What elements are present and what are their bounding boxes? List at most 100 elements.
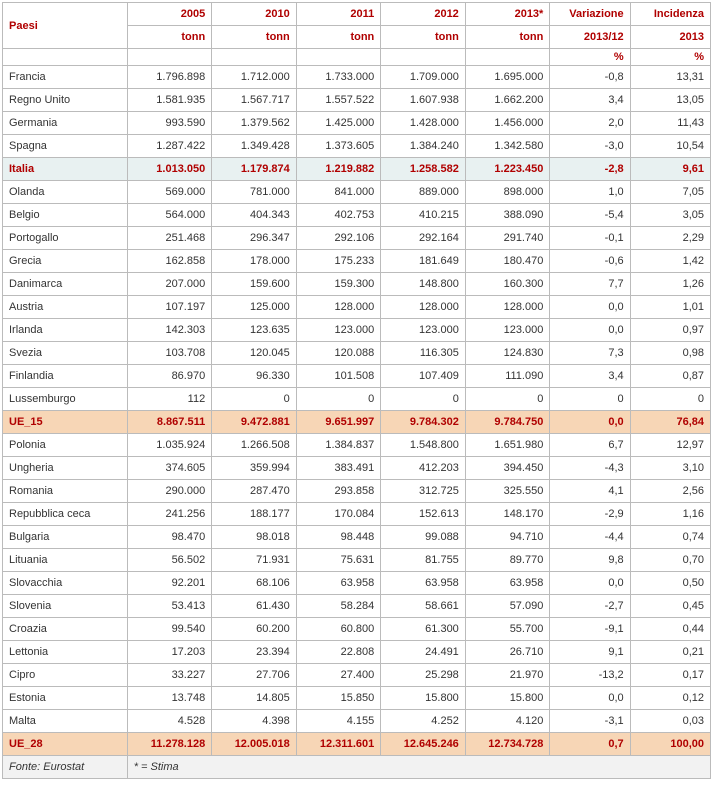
cell-value: 63.958 (381, 572, 466, 595)
row-name: Cipro (3, 664, 128, 687)
cell-value: 1.258.582 (381, 158, 466, 181)
table-row: Irlanda142.303123.635123.000123.000123.0… (3, 319, 711, 342)
cell-value: 96.330 (212, 365, 297, 388)
cell-incidenza: 1,42 (630, 250, 710, 273)
row-name: Ungheria (3, 457, 128, 480)
cell-value: 9.784.302 (381, 411, 466, 434)
cell-incidenza: 13,31 (630, 66, 710, 89)
table-row: Portogallo251.468296.347292.106292.16429… (3, 227, 711, 250)
cell-value: 61.300 (381, 618, 466, 641)
cell-variazione: 7,3 (550, 342, 630, 365)
cell-value: 12.311.601 (296, 733, 381, 756)
header-incidenza-sub: 2013 (630, 26, 710, 49)
cell-value: 125.000 (212, 296, 297, 319)
cell-value: 383.491 (296, 457, 381, 480)
row-name: Lituania (3, 549, 128, 572)
cell-incidenza: 0,50 (630, 572, 710, 595)
cell-variazione: -0,1 (550, 227, 630, 250)
cell-value: 0 (465, 388, 550, 411)
cell-value: 1.219.882 (296, 158, 381, 181)
cell-value: 68.106 (212, 572, 297, 595)
cell-value: 410.215 (381, 204, 466, 227)
table-row: Estonia13.74814.80515.85015.80015.8000,0… (3, 687, 711, 710)
table-row: Lussemburgo112000000 (3, 388, 711, 411)
cell-value: 1.384.837 (296, 434, 381, 457)
cell-value: 107.409 (381, 365, 466, 388)
cell-incidenza: 0,97 (630, 319, 710, 342)
cell-value: 120.088 (296, 342, 381, 365)
cell-value: 0 (296, 388, 381, 411)
row-name: Bulgaria (3, 526, 128, 549)
cell-value: 1.425.000 (296, 112, 381, 135)
cell-variazione: -3,1 (550, 710, 630, 733)
cell-variazione: 0,0 (550, 411, 630, 434)
header-paesi: Paesi (3, 3, 128, 49)
cell-variazione: -3,0 (550, 135, 630, 158)
cell-incidenza: 0,44 (630, 618, 710, 641)
header-blank (3, 49, 128, 66)
cell-variazione: -2,8 (550, 158, 630, 181)
cell-value: 23.394 (212, 641, 297, 664)
cell-value: 291.740 (465, 227, 550, 250)
row-name: Finlandia (3, 365, 128, 388)
cell-value: 394.450 (465, 457, 550, 480)
row-name: Italia (3, 158, 128, 181)
cell-value: 21.970 (465, 664, 550, 687)
footer-source: Fonte: Eurostat (3, 756, 128, 779)
cell-variazione: -2,9 (550, 503, 630, 526)
cell-value: 4.252 (381, 710, 466, 733)
cell-value: 103.708 (127, 342, 212, 365)
cell-value: 123.000 (381, 319, 466, 342)
row-name: UE_28 (3, 733, 128, 756)
header-incidenza-unit: % (630, 49, 710, 66)
cell-value: 128.000 (296, 296, 381, 319)
cell-incidenza: 0,87 (630, 365, 710, 388)
cell-value: 24.491 (381, 641, 466, 664)
table-row: Croazia99.54060.20060.80061.30055.700-9,… (3, 618, 711, 641)
cell-value: 128.000 (465, 296, 550, 319)
cell-incidenza: 0,70 (630, 549, 710, 572)
cell-value: 290.000 (127, 480, 212, 503)
cell-value: 4.120 (465, 710, 550, 733)
cell-variazione: -9,1 (550, 618, 630, 641)
cell-value: 107.197 (127, 296, 212, 319)
cell-value: 128.000 (381, 296, 466, 319)
table-row: Slovenia53.41361.43058.28458.66157.090-2… (3, 595, 711, 618)
cell-value: 287.470 (212, 480, 297, 503)
table-row: Lituania56.50271.93175.63181.75589.7709,… (3, 549, 711, 572)
cell-value: 388.090 (465, 204, 550, 227)
cell-value: 8.867.511 (127, 411, 212, 434)
table-row: Germania993.5901.379.5621.425.0001.428.0… (3, 112, 711, 135)
cell-value: 160.300 (465, 273, 550, 296)
cell-value: 56.502 (127, 549, 212, 572)
cell-value: 1.662.200 (465, 89, 550, 112)
cell-value: 1.349.428 (212, 135, 297, 158)
table-row: Finlandia86.97096.330101.508107.409111.0… (3, 365, 711, 388)
table-row: Ungheria374.605359.994383.491412.203394.… (3, 457, 711, 480)
cell-value: 293.858 (296, 480, 381, 503)
cell-value: 57.090 (465, 595, 550, 618)
cell-value: 1.796.898 (127, 66, 212, 89)
row-name: Irlanda (3, 319, 128, 342)
cell-variazione: 3,4 (550, 365, 630, 388)
data-table: Paesi 2005 2010 2011 2012 2013* Variazio… (2, 2, 711, 779)
cell-value: 1.428.000 (381, 112, 466, 135)
cell-value: 178.000 (212, 250, 297, 273)
cell-variazione: -5,4 (550, 204, 630, 227)
cell-value: 564.000 (127, 204, 212, 227)
header-unit-2005: tonn (127, 26, 212, 49)
cell-value: 58.284 (296, 595, 381, 618)
cell-value: 241.256 (127, 503, 212, 526)
table-body: Francia1.796.8981.712.0001.733.0001.709.… (3, 66, 711, 756)
table-row: Austria107.197125.000128.000128.000128.0… (3, 296, 711, 319)
cell-value: 71.931 (212, 549, 297, 572)
cell-value: 99.088 (381, 526, 466, 549)
cell-value: 123.000 (465, 319, 550, 342)
cell-incidenza: 2,29 (630, 227, 710, 250)
cell-value: 402.753 (296, 204, 381, 227)
cell-value: 781.000 (212, 181, 297, 204)
table-row: Cipro33.22727.70627.40025.29821.970-13,2… (3, 664, 711, 687)
cell-variazione: -4,4 (550, 526, 630, 549)
cell-variazione: 3,4 (550, 89, 630, 112)
table-row: Regno Unito1.581.9351.567.7171.557.5221.… (3, 89, 711, 112)
